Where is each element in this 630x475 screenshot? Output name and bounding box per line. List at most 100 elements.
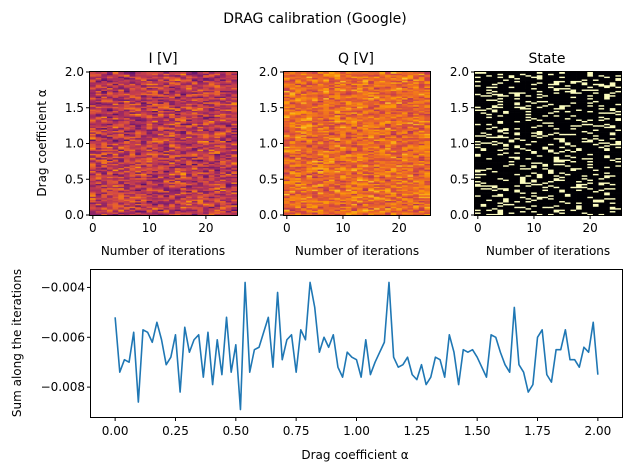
heatmap-cell xyxy=(317,186,324,189)
heatmap-cell xyxy=(357,109,363,111)
heatmap-cell xyxy=(95,186,102,189)
heatmap-cell xyxy=(413,92,420,94)
heatmap-cell xyxy=(118,117,125,120)
heatmap-cell xyxy=(396,197,403,200)
heatmap-cell xyxy=(385,113,392,116)
heatmap-cell xyxy=(186,77,193,80)
heatmap-cell xyxy=(197,143,204,146)
heatmap-cell xyxy=(312,204,319,207)
heatmap-cell xyxy=(180,72,187,74)
heatmap-cell xyxy=(328,113,335,116)
heatmap-cell xyxy=(323,159,330,162)
heatmap-cell xyxy=(169,79,176,81)
heatmap-cell xyxy=(231,152,238,154)
heatmap-cell xyxy=(396,109,403,111)
heatmap-cell xyxy=(95,180,102,183)
heatmap-cell xyxy=(312,107,319,110)
heatmap-cell xyxy=(345,212,352,214)
heatmap-cell xyxy=(373,199,380,202)
heatmap-cell xyxy=(118,174,125,177)
heatmap-cell xyxy=(289,86,296,89)
heatmap-cell xyxy=(231,154,238,157)
heatmap-cell xyxy=(118,169,125,172)
heatmap-cell xyxy=(300,182,307,184)
heatmap-cell xyxy=(191,180,198,183)
heatmap-cell xyxy=(146,87,153,90)
heatmap-cell xyxy=(413,104,420,107)
heatmap-cell xyxy=(169,193,176,196)
heatmap-cell xyxy=(180,153,187,156)
heatmap-cell xyxy=(300,180,307,183)
heatmap-cell xyxy=(362,92,369,94)
heatmap-cell xyxy=(169,142,176,144)
heatmap-cell xyxy=(101,146,108,149)
heatmap-cell xyxy=(231,102,238,104)
heatmap-cell xyxy=(101,210,108,213)
heatmap-cell xyxy=(152,146,159,149)
heatmap-cell xyxy=(323,154,330,157)
heatmap-cell xyxy=(379,107,386,110)
heatmap-cell xyxy=(129,129,136,131)
heatmap-cell xyxy=(146,93,153,96)
heatmap-cell xyxy=(424,137,431,140)
heatmap-cell xyxy=(295,184,302,187)
heatmap-cell xyxy=(90,126,96,129)
heatmap-cell xyxy=(379,154,386,157)
heatmap-cell xyxy=(390,92,397,94)
heatmap-cell xyxy=(401,144,408,147)
heatmap-cell xyxy=(101,187,108,190)
heatmap-cell xyxy=(306,110,313,113)
heatmap-cell xyxy=(357,197,363,200)
heatmap-cell xyxy=(106,132,113,134)
heatmap-cell xyxy=(90,157,96,160)
heatmap-cell xyxy=(163,76,170,79)
heatmap-cell xyxy=(135,172,142,174)
heatmap-cell xyxy=(163,112,170,114)
heatmap-cell xyxy=(289,169,296,172)
heatmap-cell xyxy=(106,203,113,206)
heatmap-cell xyxy=(129,160,136,163)
heatmap-cell xyxy=(413,183,420,186)
heatmap-cell xyxy=(129,114,136,117)
heatmap-cell xyxy=(191,146,198,149)
heatmap-cell xyxy=(123,187,130,190)
heatmap-cell xyxy=(368,189,375,192)
heatmap-cell xyxy=(90,194,96,197)
heatmap-cell xyxy=(95,116,102,119)
heatmap-cell xyxy=(424,106,431,109)
heatmap-cell xyxy=(306,167,313,170)
heatmap-cell xyxy=(118,183,125,186)
heatmap-cell xyxy=(418,192,425,194)
heatmap-cell xyxy=(118,156,125,159)
heatmap-cell xyxy=(312,99,319,101)
heatmap-cell xyxy=(95,167,102,170)
heatmap-cell xyxy=(203,74,210,77)
heatmap-cell xyxy=(295,152,302,154)
heatmap-cell xyxy=(317,147,324,150)
heatmap-cell xyxy=(214,72,221,74)
heatmap-cell xyxy=(118,96,125,99)
heatmap-cell xyxy=(289,92,296,94)
heatmap-cell xyxy=(385,94,392,97)
heatmap-cell xyxy=(220,167,227,170)
heatmap-cell xyxy=(323,200,330,203)
heatmap-cell xyxy=(123,156,130,159)
heatmap-cell xyxy=(123,154,130,157)
heatmap-cell xyxy=(197,144,204,147)
heatmap-cell xyxy=(424,127,431,130)
heatmap-cell xyxy=(407,173,414,176)
heatmap-cell xyxy=(390,120,397,123)
heatmap-cell xyxy=(351,150,358,153)
heatmap-cell xyxy=(407,147,414,150)
heatmap-cell xyxy=(106,184,113,187)
heatmap-cell xyxy=(174,144,181,147)
heatmap-cell xyxy=(135,152,142,154)
heatmap-cell xyxy=(191,103,198,106)
heatmap-cell xyxy=(385,106,392,109)
heatmap-cell xyxy=(163,189,170,192)
heatmap-cell xyxy=(328,164,335,167)
heatmap-cell xyxy=(146,144,153,147)
heatmap-cell xyxy=(362,107,369,110)
heatmap-cell xyxy=(101,189,108,192)
heatmap-cell xyxy=(340,144,347,147)
